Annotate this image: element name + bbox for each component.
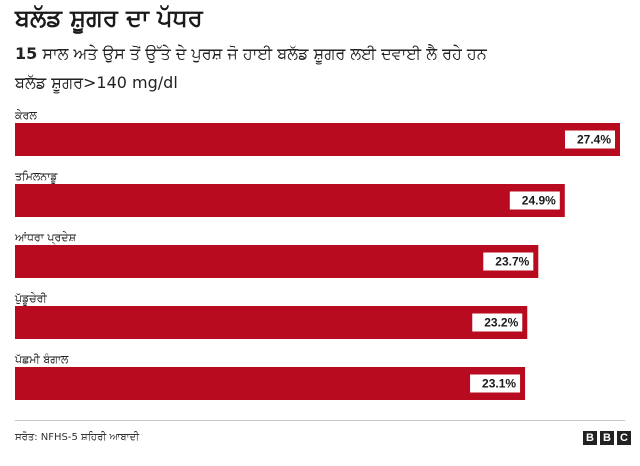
bar (15, 123, 620, 156)
value-label: 24.9% (522, 194, 556, 208)
bar (15, 367, 526, 400)
value-label-background (483, 252, 534, 271)
subtitle-age-number: 15 (15, 44, 38, 63)
category-label: ਪੁੱਡੂਚੇਰੀ (14, 292, 47, 305)
bbc-logo-letter: C (617, 431, 631, 445)
value-label: 27.4% (577, 133, 611, 147)
bbc-logo-letter: B (583, 431, 597, 445)
bar (15, 184, 565, 217)
bbc-logo-letter: B (600, 431, 614, 445)
chart-title: ਬਲੱਡ ਸ਼ੂਗਰ ਦਾ ਪੱਧਰ (15, 4, 203, 32)
value-label-background (470, 374, 521, 393)
source-note: ਸਰੋਤ: NFHS-5 ਸ਼ਹਿਰੀ ਆਬਾਦੀ (15, 432, 140, 443)
value-label-background (509, 191, 560, 210)
category-label: ਤਮਿਲਨਾਡੂ (14, 170, 58, 183)
chart-subtitle-threshold: ਬਲੱਡ ਸ਼ੂਗਰ>140 mg/dl (15, 73, 178, 92)
bar (15, 245, 539, 278)
category-label: ਆਂਧਰਾ ਪ੍ਰਦੇਸ਼ (14, 231, 77, 244)
category-label: ਕੇਰਲ (14, 109, 37, 122)
value-label-background (565, 130, 615, 149)
bar-chart: ਕੇਰਲ 27.4% ਤਮਿਲਨਾਡੂ 24.9% ਆਂਧਰਾ ਪ੍ਰਦੇਸ਼ 23.7%… (14, 109, 620, 400)
bar (15, 306, 528, 339)
value-label: 23.1% (482, 377, 516, 391)
subtitle-text: ਸਾਲ ਅਤੇ ਉਸ ਤੋਂ ਉੱਤੇ ਦੇ ਪੁਰਸ਼ ਜੋ ਹਾਈ ਬਲੱਡ… (42, 44, 487, 63)
value-label: 23.7% (495, 255, 529, 269)
value-label-background (472, 313, 523, 332)
chart-subtitle: 15 ਸਾਲ ਅਤੇ ਉਸ ਤੋਂ ਉੱਤੇ ਦੇ ਪੁਰਸ਼ ਜੋ ਹਾਈ ਬ… (15, 44, 487, 64)
bbc-logo: B B C (583, 431, 631, 445)
value-label: 23.2% (484, 316, 518, 330)
category-label: ਪੱਛਮੀ ਬੰਗਾਲ (14, 353, 69, 366)
footer-divider (15, 420, 625, 421)
